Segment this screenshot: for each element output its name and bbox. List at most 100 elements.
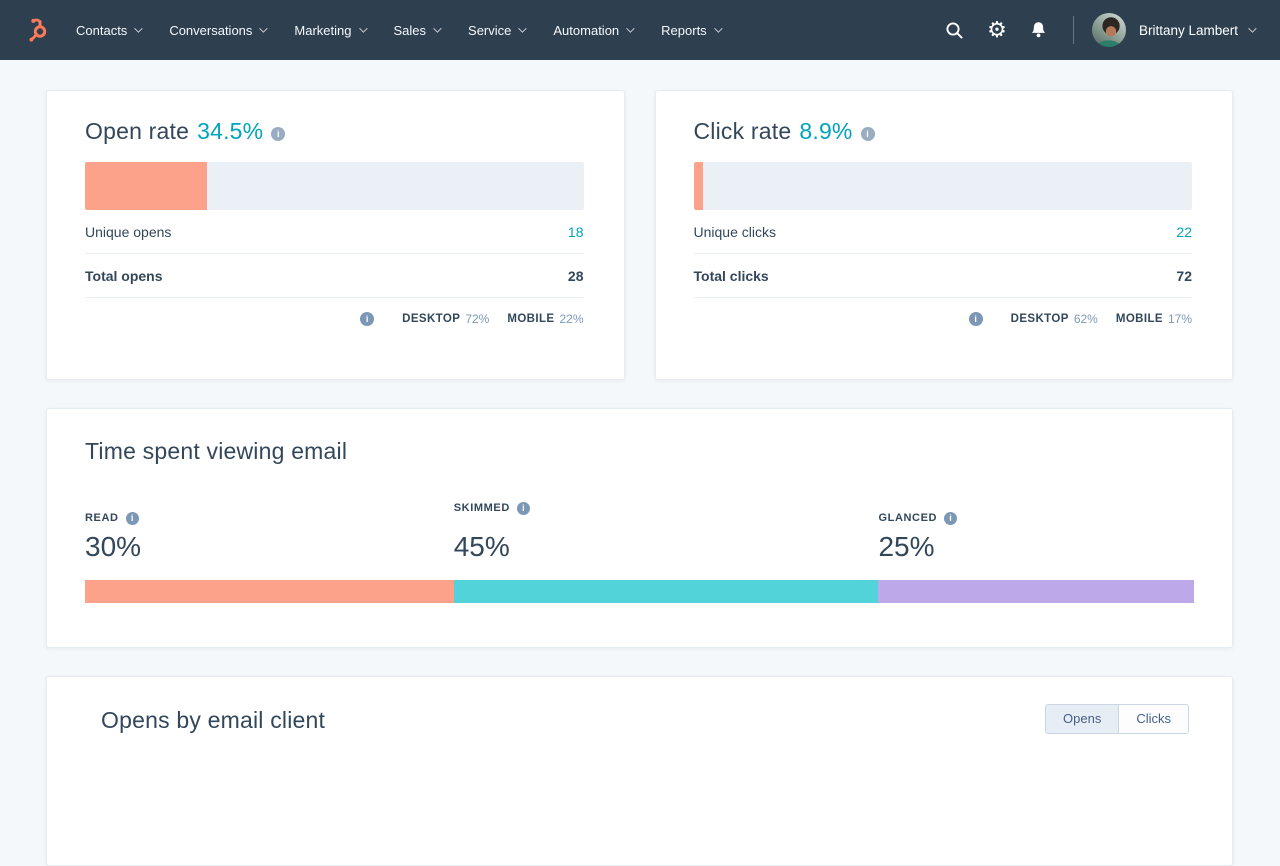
open-rate-value: 34.5% [197, 118, 264, 144]
opens-clicks-toggle: Opens Clicks [1045, 704, 1189, 734]
unique-opens-label: Unique opens [85, 224, 172, 240]
click-rate-value: 8.9% [799, 118, 853, 144]
chevron-down-icon [134, 24, 143, 33]
chevron-down-icon [626, 24, 635, 33]
nav-item-conversations[interactable]: Conversations [169, 22, 269, 38]
unique-clicks-row: Unique clicks 22 [693, 210, 1192, 254]
click-rate-bar-fill [693, 162, 704, 210]
total-opens-value: 28 [567, 268, 584, 284]
click-rate-device-footer: i DESKTOP 62% MOBILE 17% [694, 298, 1192, 326]
unique-opens-row: Unique opens 18 [85, 210, 584, 254]
nav-item-service[interactable]: Service [468, 22, 528, 38]
mobile-label: MOBILE [1115, 313, 1163, 325]
chevron-down-icon [713, 24, 723, 33]
info-icon[interactable]: i [860, 127, 875, 141]
info-icon[interactable]: i [944, 511, 958, 525]
user-menu[interactable]: Brittany Lambert [1091, 13, 1257, 47]
notifications-bell-icon[interactable] [1027, 18, 1051, 42]
click-rate-bar-track [693, 162, 1192, 210]
opens-by-email-client-card: Opens by email client Opens Clicks [46, 676, 1233, 866]
total-clicks-label: Total clicks [693, 268, 769, 284]
total-clicks-row: Total clicks 72 [693, 254, 1192, 298]
hubspot-sprocket-icon [29, 18, 47, 42]
read-column: READ i 30% [85, 511, 454, 563]
time-spent-title: Time spent viewing email [85, 438, 348, 464]
unique-opens-value-link[interactable]: 18 [567, 224, 584, 240]
skimmed-column: SKIMMED i 45% [453, 501, 879, 563]
mobile-stat: MOBILE 22% [507, 312, 583, 326]
read-label: READ [85, 512, 119, 524]
nav-item-label: Reports [661, 22, 707, 38]
nav-item-sales[interactable]: Sales [393, 22, 442, 38]
chevron-down-icon [433, 24, 442, 33]
skimmed-header: SKIMMED i [454, 501, 879, 515]
desktop-value: 62% [1073, 312, 1098, 326]
nav-item-label: Automation [553, 22, 620, 38]
chevron-down-icon [1248, 24, 1257, 33]
open-rate-card: Open rate 34.5% i Unique opens 18 Total op… [46, 90, 625, 380]
primary-nav-items: Contacts Conversations Marketing Sales S… [76, 22, 723, 38]
desktop-stat: DESKTOP 72% [402, 312, 489, 326]
opens-by-email-client-title: Opens by email client [101, 707, 326, 733]
toggle-clicks-button[interactable]: Clicks [1118, 705, 1188, 733]
hubspot-logo[interactable] [24, 17, 50, 43]
chevron-down-icon [518, 24, 528, 33]
glanced-value: 25% [878, 531, 935, 562]
time-spent-columns: READ i 30% SKIMMED i 45% GLANCED i 25% [85, 501, 1194, 563]
nav-item-marketing[interactable]: Marketing [294, 22, 368, 38]
desktop-stat: DESKTOP 62% [1011, 312, 1098, 326]
nav-divider [1072, 16, 1074, 44]
time-spent-stacked-bar [85, 580, 1194, 603]
total-opens-label: Total opens [85, 268, 163, 284]
info-icon[interactable]: i [968, 312, 983, 326]
nav-item-automation[interactable]: Automation [553, 22, 635, 38]
total-clicks-value: 72 [1176, 268, 1192, 284]
nav-item-contacts[interactable]: Contacts [76, 22, 143, 38]
glanced-column: GLANCED i 25% [878, 511, 1194, 563]
click-rate-card: Click rate 8.9% i Unique clicks 22 Total c… [654, 90, 1233, 380]
mobile-value: 17% [1167, 312, 1192, 326]
mobile-label: MOBILE [507, 313, 555, 325]
click-rate-title-text: Click rate [693, 118, 792, 144]
nav-item-label: Service [468, 22, 512, 38]
chevron-down-icon [259, 24, 269, 33]
chevron-down-icon [358, 24, 368, 33]
info-icon[interactable]: i [360, 312, 375, 326]
read-header: READ i [85, 511, 454, 525]
nav-item-label: Conversations [169, 22, 253, 38]
toggle-opens-button[interactable]: Opens [1046, 705, 1119, 733]
nav-item-reports[interactable]: Reports [661, 22, 723, 38]
open-rate-title: Open rate 34.5% i [85, 115, 584, 147]
settings-gear-icon[interactable]: ⚙ [987, 17, 1007, 42]
top-navigation: Contacts Conversations Marketing Sales S… [0, 0, 1280, 60]
info-icon[interactable]: i [516, 501, 530, 515]
unique-clicks-label: Unique clicks [693, 224, 776, 240]
read-value: 30% [85, 531, 142, 562]
read-bar-segment [85, 580, 454, 603]
nav-item-label: Marketing [294, 22, 352, 38]
rate-cards-row: Open rate 34.5% i Unique opens 18 Total op… [46, 90, 1233, 380]
info-icon[interactable]: i [271, 127, 286, 141]
nav-item-label: Sales [393, 22, 427, 38]
mobile-value: 22% [559, 312, 584, 326]
glanced-bar-segment [878, 580, 1194, 603]
user-avatar[interactable] [1091, 13, 1126, 47]
desktop-label: DESKTOP [1010, 313, 1069, 325]
open-rate-title-text: Open rate [85, 118, 190, 144]
glanced-label: GLANCED [878, 512, 938, 524]
glanced-header: GLANCED i [878, 511, 1194, 525]
time-spent-card: Time spent viewing email READ i 30% SKIM… [46, 408, 1233, 648]
skimmed-value: 45% [453, 531, 510, 562]
nav-right-cluster: ⚙ Brittany Lambert [925, 13, 1257, 47]
mobile-stat: MOBILE 17% [1116, 312, 1192, 326]
nav-item-label: Contacts [76, 22, 128, 38]
opens-by-email-client-header: Opens by email client Opens Clicks [101, 704, 1189, 736]
desktop-label: DESKTOP [402, 313, 461, 325]
info-icon[interactable]: i [125, 511, 139, 525]
skimmed-bar-segment [453, 580, 879, 603]
unique-clicks-value-link[interactable]: 22 [1176, 224, 1192, 240]
user-name: Brittany Lambert [1138, 22, 1238, 38]
click-rate-title: Click rate 8.9% i [694, 115, 1193, 147]
desktop-value: 72% [465, 312, 490, 326]
search-icon[interactable] [943, 18, 967, 42]
